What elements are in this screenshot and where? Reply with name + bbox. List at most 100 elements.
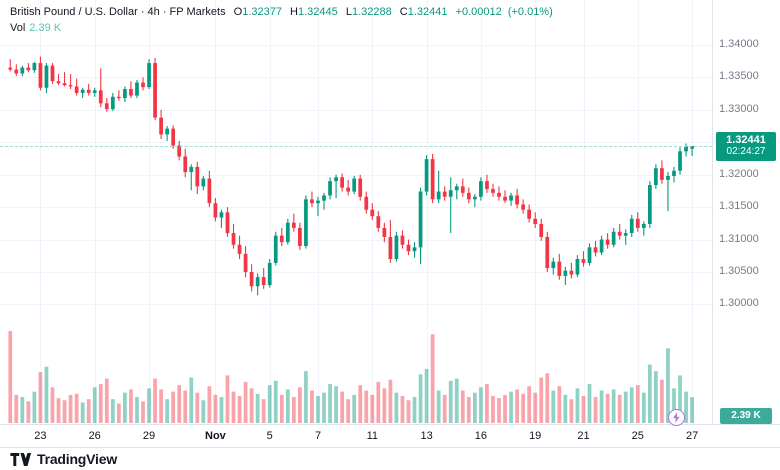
legend-symbol-row: British Pound / U.S. Dollar · 4h · FP Ma… [10,6,553,19]
volume-bar [171,391,176,423]
time-axis[interactable]: 23 26 29 Nov 5 7 11 13 16 19 21 25 27 [0,424,780,448]
candle-body [123,89,127,99]
volume-bar [316,395,320,423]
candle-body [44,65,49,88]
candle-body [189,166,194,173]
volume-bar [557,386,562,423]
price-axis-tick: 1.33000 [719,102,759,115]
grid-line-vertical [692,0,694,424]
candle-body [605,239,610,245]
candle-body [213,203,218,218]
chart-plot-area[interactable] [0,0,712,424]
candle-body [569,270,574,275]
candle-body [225,212,230,234]
candle-body [557,261,562,276]
price-axis-tick: 1.30500 [719,265,759,277]
candle-body [80,89,85,93]
time-axis-tick: 16 [474,430,488,442]
candle-body [454,186,459,191]
volume-bar [593,397,598,423]
candle-body [20,67,25,74]
candle-body [141,82,145,88]
lightning-bolt-icon[interactable] [668,409,685,426]
tradingview-branding[interactable]: TradingView [10,451,117,467]
candle-body [219,212,224,218]
candle-body [376,216,381,228]
volume-bar [334,386,338,423]
price-axis-tick: 1.34000 [719,37,759,50]
volume-bar [195,392,200,423]
tradingview-wordmark: TradingView [37,451,118,467]
volume-bar [304,371,308,423]
volume-bar [466,397,471,423]
candle-body [533,218,538,224]
grid-line-vertical [535,0,537,424]
volume-bar [376,381,381,423]
candle-body [684,146,688,152]
bottom-bar: TradingView [0,448,780,470]
candle-body [267,262,272,285]
current-price-badge[interactable]: 1.32441 02:24:27 [716,132,776,162]
price-axis[interactable]: 1.340001.335001.330001.325001.320001.315… [712,0,780,424]
candle-body [285,222,290,243]
volume-bar [611,389,616,423]
candle-body [159,117,163,135]
low-value: 1.32288 [351,6,392,18]
candle-body [466,192,471,200]
candle-body [479,181,483,197]
candle-body [8,67,13,70]
candle-body [255,277,260,287]
volume-bar [237,395,242,423]
grid-line-vertical [480,0,482,424]
volume-bar [654,371,658,423]
volume-bar [364,390,369,423]
candle-body [539,223,544,237]
candle-body [322,195,326,201]
candle-body [611,231,616,245]
grid-line-horizontal [0,109,712,111]
candle-body [68,85,73,87]
candle-body [641,223,646,228]
volume-bar [44,366,49,423]
change-value: +0.00012 [455,6,502,18]
grid-line-horizontal [0,272,712,273]
volume-bar [515,389,519,423]
candle-body [599,239,604,253]
volume-bar [38,372,43,423]
volume-bar [213,394,218,423]
volume-bar [14,394,19,423]
grid-line-horizontal [0,142,712,144]
volume-bar [599,390,604,423]
legend-volume-row: Vol 2.39 K [10,22,553,35]
volume-bar [690,397,694,423]
candle-body [243,253,248,272]
candle-body [485,181,489,189]
volume-bar [394,392,399,423]
grid-line-horizontal [0,207,712,209]
time-axis-tick: 26 [88,430,101,442]
candle-body [358,178,363,197]
volume-bar [346,399,351,423]
grid-line-vertical [583,0,585,424]
volume-bar [545,373,550,423]
volume-bar [92,387,97,423]
volume-bar [581,395,586,423]
volume-bar [370,394,375,423]
volume-bar [62,400,67,423]
chart-legend: British Pound / U.S. Dollar · 4h · FP Ma… [10,6,553,35]
volume-badge[interactable]: 2.39 K [720,408,772,424]
grid-line-horizontal [0,174,712,176]
grid-line-vertical [40,0,42,424]
candle-body [171,128,176,146]
symbol-title[interactable]: British Pound / U.S. Dollar · 4h · FP Ma… [10,6,226,18]
candle-body [442,191,447,197]
candle-body [177,145,182,157]
candle-body [74,86,79,93]
candle-body [678,151,682,171]
volume-bar [491,395,495,423]
candle-body [237,244,242,254]
volume-bar [527,386,532,423]
grid-line-vertical [426,0,428,424]
candle-body [304,199,308,247]
grid-line-horizontal [0,44,712,46]
